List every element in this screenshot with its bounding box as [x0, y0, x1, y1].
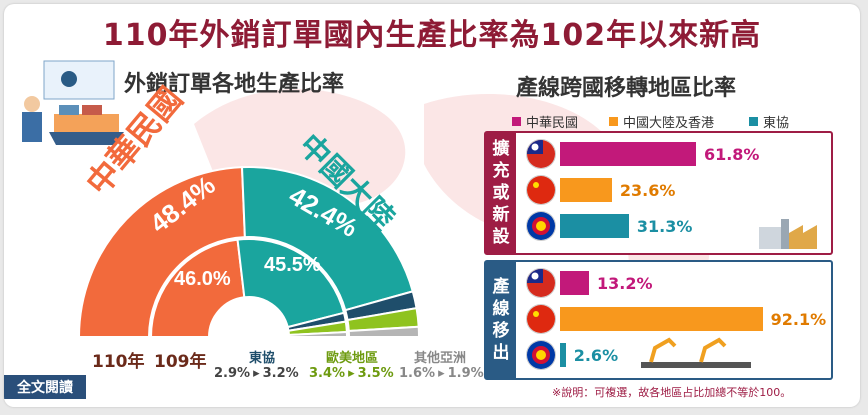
production-ratio-donut: 48.4% 46.0% 42.4% 45.5% — [79, 166, 419, 338]
china-flag-icon — [526, 304, 556, 334]
move-bar-asean — [560, 343, 566, 367]
expand-panel: 擴充或新設 61.8% 23.6% 31.3% — [484, 131, 833, 255]
expand-tag: 擴充或新設 — [486, 133, 516, 253]
expand-row-china: 23.6% — [526, 175, 675, 205]
outer-segment-中華民國 — [79, 166, 246, 338]
group-values-americas: 3.4% ▸ 3.5% — [309, 366, 394, 381]
legend-asean: 東協 — [749, 112, 789, 131]
year-109-label: 109年 — [154, 352, 207, 372]
china-flag-icon — [526, 175, 556, 205]
move-out-tag: 產線移出 — [486, 262, 516, 378]
year-110-label: 110年 — [92, 352, 145, 372]
expand-row-asean: 31.3% — [526, 211, 692, 241]
move-bar-taiwan — [560, 271, 590, 295]
inner-segment-中國大陸 — [236, 238, 346, 329]
inner-value-taiwan: 46.0% — [174, 268, 231, 290]
outer-segment-其他亞洲 — [347, 325, 419, 338]
group-values-asean: 2.9% ▸ 3.2% — [214, 366, 299, 381]
inner-segment-其他亞洲 — [287, 330, 349, 338]
asean-flag-icon — [526, 211, 556, 241]
group-name-americas: 歐美地區 — [326, 351, 379, 366]
taiwan-flag-icon — [526, 268, 556, 298]
move-value-china: 92.1% — [770, 309, 827, 329]
move-value-asean: 2.6% — [573, 345, 619, 365]
expand-bar-asean — [560, 214, 629, 238]
expand-bar-taiwan — [560, 142, 696, 166]
inner-value-china: 45.5% — [264, 254, 321, 276]
left-chart-subtitle: 外銷訂單各地生產比率 — [124, 72, 345, 97]
full-text-button[interactable]: 全文閱讀 — [4, 375, 86, 399]
move-row-asean: 2.6% — [526, 340, 618, 370]
expand-value-asean: 31.3% — [636, 216, 693, 236]
right-chart-subtitle: 產線跨國移轉地區比率 — [516, 76, 737, 101]
expand-bar-china — [560, 178, 612, 202]
expand-row-taiwan: 61.8% — [526, 139, 759, 169]
move-bar-china — [560, 307, 763, 331]
move-value-taiwan: 13.2% — [597, 273, 653, 293]
legend-taiwan: 中華民國 — [512, 112, 578, 131]
footnote: ※說明：可複選，故各地區占比加總不等於100。 — [552, 386, 792, 399]
robot-arm-icon — [641, 337, 751, 368]
asean-flag-icon — [526, 340, 556, 370]
page-title: 110年外銷訂單國內生產比率為102年以來新高 — [102, 18, 762, 53]
legend-china: 中國大陸及香港 — [609, 112, 714, 131]
group-values-other-asia: 1.6% ▸ 1.9% — [399, 366, 484, 381]
taiwan-flag-icon — [526, 139, 556, 169]
group-name-asean: 東協 — [249, 351, 276, 366]
move-out-panel: 產線移出 13.2% 92.1% 2.6% — [484, 260, 833, 380]
move-row-taiwan: 13.2% — [526, 268, 653, 298]
group-name-other-asia: 其他亞洲 — [414, 351, 467, 366]
trade-illustration — [22, 60, 124, 145]
expand-value-taiwan: 61.8% — [703, 144, 760, 164]
expand-value-china: 23.6% — [619, 180, 676, 200]
factory-icon — [759, 219, 817, 249]
inner-segment-中華民國 — [149, 238, 246, 338]
move-row-china: 92.1% — [526, 304, 826, 334]
infographic-card: 110年外銷訂單國內生產比率為102年以來新高 外銷訂單各地生產比率 產線跨國移… — [4, 4, 860, 407]
